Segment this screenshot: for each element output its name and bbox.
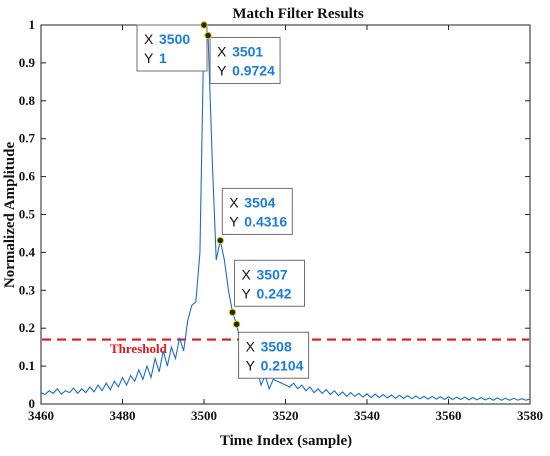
datatip-marker (204, 31, 212, 40)
x-axis-title: Time Index (sample) (220, 433, 352, 449)
x-tick-label: 3500 (191, 408, 217, 423)
datatip: X 3501 Y 0.9724 (204, 31, 281, 84)
y-tick-label: 0.6 (19, 169, 36, 184)
axis-ticks (40, 24, 531, 405)
datatip-x-key: X (217, 43, 227, 59)
y-tick-label: 0.5 (19, 207, 36, 222)
datatip-x-key: X (229, 194, 239, 210)
y-tick-label: 0.4 (19, 244, 36, 259)
datatip: X 3500 Y 1 (136, 21, 208, 72)
datatip-x-value: 3501 (232, 43, 263, 59)
datatip-box (238, 331, 310, 379)
datatip-box (221, 187, 293, 235)
y-tick-label: 0.2 (19, 320, 35, 335)
datatip-y-key: Y (229, 213, 239, 229)
axis-tick-labels: 3460 3480 3500 3520 3540 3560 3580 0 0.1 0.2 0.3 0.… (19, 17, 543, 423)
datatip-box (136, 24, 208, 72)
y-tick-label: 0 (29, 396, 36, 411)
datatip-y-key: Y (144, 50, 154, 66)
datatip-x-value: 3504 (244, 194, 275, 210)
x-tick-label: 3540 (354, 408, 380, 423)
datatip-marker (216, 236, 225, 245)
threshold-label: Threshold (110, 341, 168, 356)
datatip-y-key: Y (246, 357, 256, 373)
datatip-y-value: 0.9724 (232, 62, 275, 78)
x-tick-label: 3580 (517, 408, 543, 423)
datatip-marker (200, 21, 208, 29)
x-tick-label: 3460 (28, 408, 54, 423)
datatip-y-key: Y (242, 285, 252, 301)
x-tick-label: 3480 (110, 408, 136, 423)
datatip-x-value: 3500 (159, 31, 190, 47)
datatip-x-key: X (242, 266, 252, 282)
y-tick-label: 0.9 (19, 55, 36, 70)
datatip-y-value: 1 (159, 50, 167, 66)
y-tick-label: 0.7 (19, 131, 36, 146)
y-tick-label: 1 (29, 17, 36, 32)
datatip-y-value: 0.2104 (261, 357, 304, 373)
datatip: X 3507 Y 0.242 (228, 259, 306, 316)
y-tick-label: 0.1 (19, 358, 35, 373)
datatip-x-key: X (246, 338, 256, 354)
datatip: X 3504 Y 0.4316 (216, 187, 293, 245)
y-axis-title: Normalized Amplitude (2, 142, 18, 289)
datatip-y-value: 0.242 (257, 285, 292, 301)
datatip-marker (228, 308, 237, 316)
datatip-marker (232, 320, 241, 328)
datatip-x-value: 3507 (257, 266, 288, 282)
series-line (40, 24, 531, 401)
datatip-x-key: X (144, 31, 154, 47)
y-tick-label: 0.3 (19, 282, 36, 297)
datatip-box (209, 36, 281, 84)
x-tick-label: 3520 (273, 408, 299, 423)
chart-title: Match Filter Results (232, 6, 364, 22)
datatip-x-value: 3508 (261, 338, 292, 354)
datatip-y-key: Y (217, 62, 227, 78)
datatip: X 3508 Y 0.2104 (232, 320, 310, 379)
y-tick-label: 0.8 (19, 93, 36, 108)
datatip-y-value: 0.4316 (244, 213, 287, 229)
x-tick-label: 3560 (436, 408, 462, 423)
datatip-box (234, 259, 306, 307)
